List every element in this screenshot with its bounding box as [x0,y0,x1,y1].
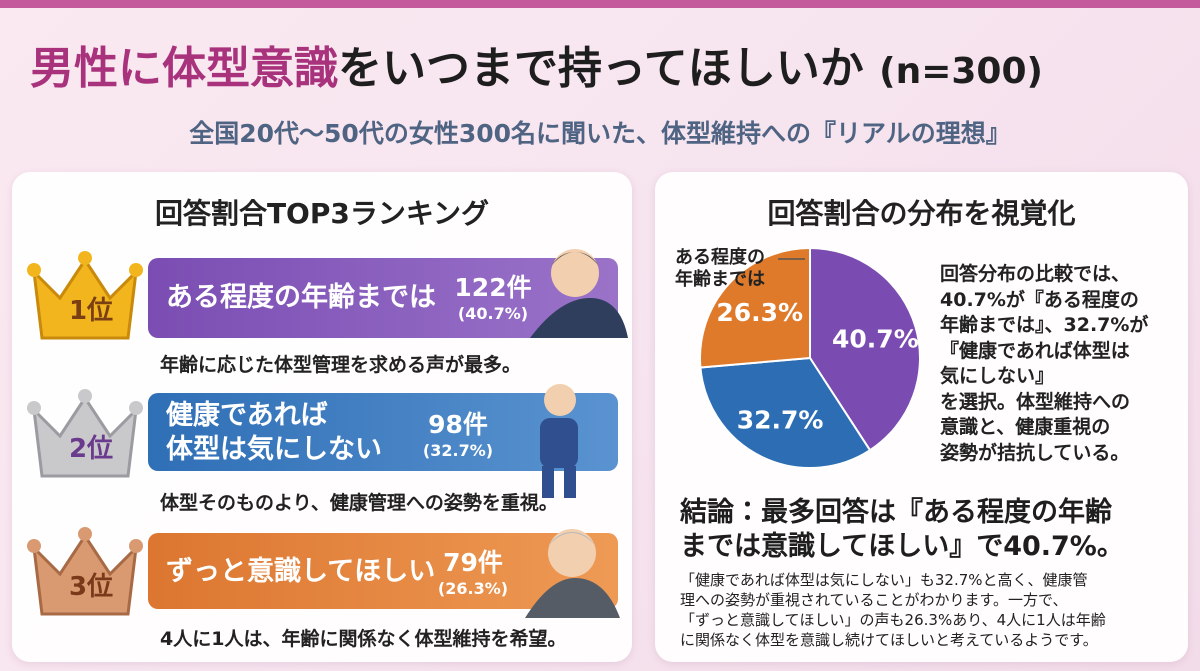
pie-slice [699,356,872,469]
rank-count: 122件 [454,273,532,302]
runner-figure [540,384,578,498]
conclusion-body: 「健康であれば体型は気にしない」も32.7%と高く、健康管 理への姿勢が重視され… [680,571,1106,649]
rank-label: 2位 [68,434,114,464]
rank-count: 79件 [443,548,503,577]
rank-note: 年齢に応じた体型管理を求める声が最多。 [160,354,522,376]
man-figure [530,249,628,338]
subtitle: 全国20代〜50代の女性300名に聞いた、体型維持への『リアルの理想』 [189,119,1011,148]
rank-item-label: 健康であれば 体型は気にしない [166,400,382,465]
senior-figure [525,529,620,618]
rank-label: 3位 [68,572,114,602]
rank-item-label: ずっと意識してほしい [166,556,436,587]
slice-label: 40.7% [832,325,919,354]
description: 回答分布の比較では、 40.7%が『ある程度の 年齢までは』、32.7%が 『健… [940,263,1149,464]
slice-label: 32.7% [737,405,824,434]
rank-note: 4人に1人は、年齢に関係なく体型維持を希望。 [160,628,567,650]
rank-note: 体型そのものより、健康管理への姿勢を重視。 [160,492,558,514]
rank-percent: (40.7%) [457,304,529,323]
title-n: (n=300) [879,51,1043,92]
rank-count: 98件 [428,410,488,439]
title-accent: 男性に体型意識 [30,43,338,94]
crowns [27,251,143,616]
title-main: をいつまで持ってほしいか [338,43,864,94]
crown-silver [27,389,143,478]
chart-title: 回答割合の分布を視覚化 [767,197,1076,230]
pie-slice [699,246,811,369]
rank-label: 1位 [68,296,114,326]
conclusion-title: 結論：最多回答は『ある程度の年齢 までは意識してほしい』で40.7%。 [680,497,1124,562]
crown-bronze [27,527,143,616]
title: 男性に体型意識をいつまで持ってほしいか (n=300) [30,32,1043,96]
rank-bar: ある程度の年齢までは 122件 (40.7%) [148,258,618,338]
rank-percent: (32.7%) [422,441,494,460]
rank-percent: (26.3%) [437,579,509,598]
rank-bar: 健康であれば 体型は気にしない 98件 (32.7%) [148,393,618,471]
rank-item-label: ある程度の年齢までは [166,282,436,313]
slice-label: 26.3% [716,298,803,327]
pie-chart: 40.7% 32.7% 26.3% ある程度の年齢までは [675,246,921,469]
crown-gold [27,251,143,340]
figures [525,249,628,618]
rank-bar: ずっと意識してほしい 79件 (26.3%) [148,533,618,609]
annotation: ある程度の年齢までは [675,246,765,290]
ranking-title: 回答割合TOP3ランキング [154,197,490,230]
top-stripe [0,0,1200,8]
